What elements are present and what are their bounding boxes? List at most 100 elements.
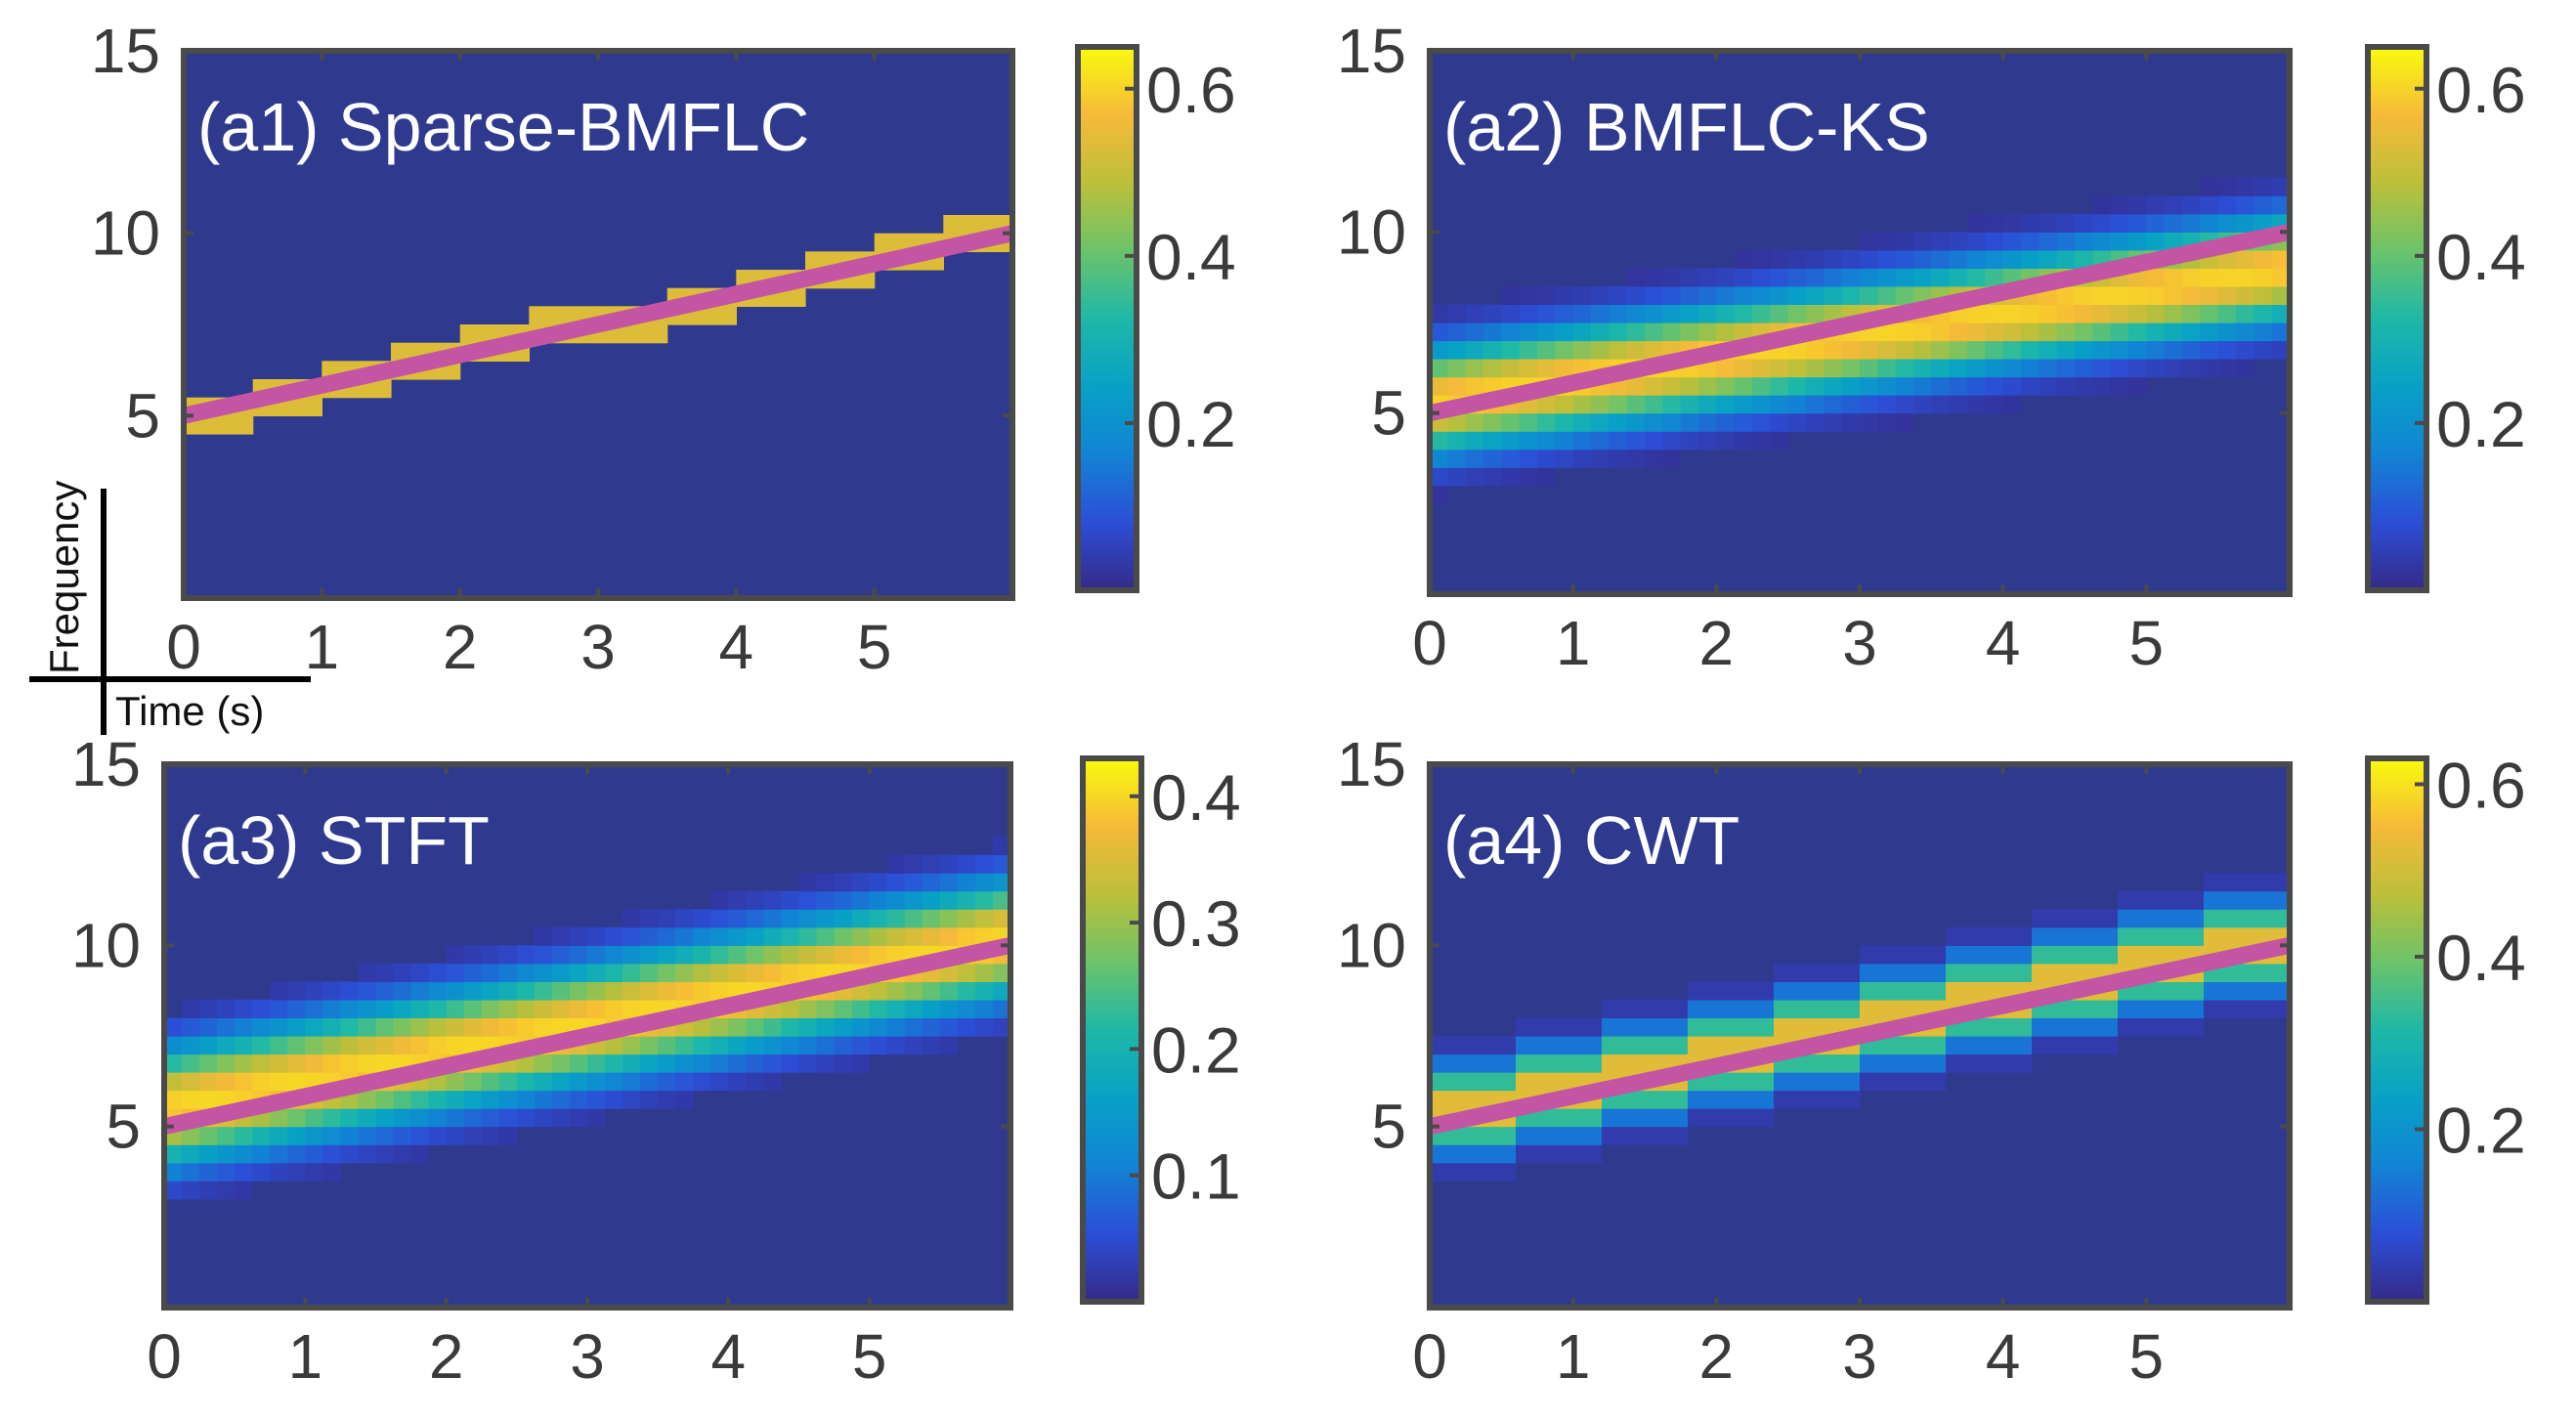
heatmap-cell <box>1645 322 1663 342</box>
heatmap-cell <box>1752 412 1771 432</box>
heatmap-cell <box>2075 285 2093 305</box>
heatmap-cell <box>1734 285 1753 305</box>
colorbar-tick-label: 0.1 <box>1151 1140 1241 1213</box>
heatmap-cell <box>2118 1017 2162 1037</box>
heatmap-cell <box>199 1054 218 1073</box>
heatmap-cell <box>1946 926 1990 946</box>
heatmap-cell <box>1662 412 1682 432</box>
heatmap-cell <box>1752 359 1771 378</box>
heatmap-cell <box>640 1090 659 1109</box>
heatmap-cell <box>446 1108 465 1128</box>
heatmap-cell <box>235 1072 253 1092</box>
heatmap-cell <box>322 1162 341 1182</box>
heatmap-cell <box>534 1090 553 1109</box>
heatmap-cell <box>1519 359 1538 378</box>
heatmap-cell <box>746 890 764 910</box>
heatmap-cell <box>217 1181 236 1200</box>
heatmap-cell <box>498 1017 518 1037</box>
heatmap-cell <box>1985 322 2004 342</box>
heatmap-cell <box>781 963 800 982</box>
heatmap-cell <box>2217 304 2237 323</box>
heatmap-cell <box>710 945 729 965</box>
x-tick-label: 0 <box>147 1321 182 1392</box>
heatmap-cell <box>252 1017 271 1037</box>
heatmap-cell <box>1519 467 1538 487</box>
heatmap-cell <box>2204 999 2248 1018</box>
heatmap-cell <box>904 981 923 1001</box>
heatmap-cell <box>340 981 359 1001</box>
heatmap-cell <box>1967 213 1986 233</box>
colorbar-tick-label: 0.2 <box>1151 1013 1241 1086</box>
heatmap-cell <box>463 945 483 965</box>
heatmap-cell <box>2236 249 2254 269</box>
heatmap-cell <box>939 1017 959 1037</box>
heatmap-cell <box>1895 232 1914 251</box>
heatmap-cell <box>1626 431 1646 451</box>
heatmap-cell <box>2110 340 2129 360</box>
heatmap-cell <box>1537 412 1556 432</box>
heatmap-cell <box>287 1054 306 1073</box>
heatmap-cell <box>2110 232 2129 251</box>
heatmap-cell <box>1537 359 1556 378</box>
heatmap-cell <box>1716 395 1736 414</box>
panel-title-a4: (a4) CWT <box>1443 802 1739 879</box>
heatmap-cell <box>428 1017 448 1037</box>
heatmap-cell <box>834 999 853 1018</box>
heatmap-cell <box>322 1017 341 1037</box>
heatmap-cell <box>2056 322 2076 342</box>
heatmap-cell <box>534 1017 553 1037</box>
heatmap-cell <box>2021 376 2039 396</box>
heatmap-cell <box>869 1036 888 1055</box>
heatmap-cell <box>322 1036 341 1055</box>
heatmap-cell <box>1716 285 1736 305</box>
colorbar-a1: 0.2 0.4 0.6 <box>1075 44 1236 593</box>
heatmap-cell <box>1967 232 1986 251</box>
heatmap-cell <box>1662 376 1682 396</box>
heatmap-cell <box>1430 485 1448 504</box>
heatmap-cell <box>570 945 588 965</box>
heatmap-cell <box>305 1017 323 1037</box>
heatmap-cell <box>763 1072 782 1092</box>
heatmap-cell <box>2164 340 2183 360</box>
heatmap-cell <box>2056 249 2076 269</box>
colorbar-tick-label: 0.6 <box>1146 54 1236 126</box>
heatmap-cell <box>2039 213 2058 233</box>
heatmap-cell <box>570 1054 588 1073</box>
heatmap-cell <box>1501 304 1521 323</box>
heatmap-cell <box>1860 359 1878 378</box>
heatmap-cell <box>1688 1090 1732 1109</box>
heatmap-cell <box>798 890 818 910</box>
heatmap-cell <box>2002 359 2022 378</box>
heatmap-cell <box>498 1072 518 1092</box>
heatmap-cell <box>816 999 836 1018</box>
heatmap-cell <box>869 981 888 1001</box>
heatmap-cell <box>2164 268 2183 287</box>
heatmap-cell <box>1787 395 1807 414</box>
colorbar-tick-label: 0.4 <box>1151 761 1241 834</box>
heatmap-cell <box>1734 395 1753 414</box>
heatmap-cell <box>728 909 747 928</box>
heatmap-cell <box>693 1017 711 1037</box>
heatmap-cell <box>1602 1036 1646 1055</box>
heatmap-cell <box>1806 376 1825 396</box>
heatmap-cell <box>1903 963 1947 982</box>
heatmap-cell <box>570 981 588 1001</box>
heatmap-cell <box>658 1090 676 1109</box>
heatmap-cell <box>2200 322 2219 342</box>
heatmap-cell <box>2002 340 2022 360</box>
heatmap-cell <box>2075 213 2093 233</box>
heatmap-cell <box>1752 376 1771 396</box>
panel-title-a1: (a1) Sparse-BMFLC <box>197 89 809 165</box>
heatmap-cell <box>1559 1144 1603 1164</box>
heatmap-cell <box>1447 467 1467 487</box>
heatmap-cell <box>551 981 571 1001</box>
heatmap-cell <box>2118 909 2162 928</box>
heatmap-cell <box>410 1017 430 1037</box>
heatmap-cell <box>1787 340 1807 360</box>
heatmap-cell <box>2021 232 2039 251</box>
heatmap-cell <box>516 963 536 982</box>
heatmap-cell <box>2254 322 2273 342</box>
heatmap-cell <box>1967 359 1986 378</box>
heatmap-cell <box>2271 268 2291 287</box>
heatmap-cell <box>1989 1054 2033 1073</box>
